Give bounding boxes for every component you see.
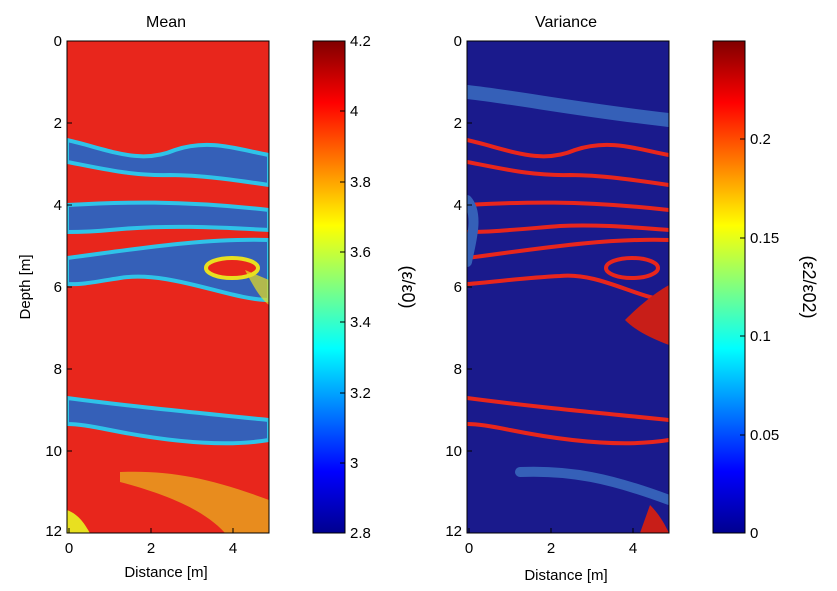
variance-background: [467, 41, 669, 533]
mean-title: Mean: [146, 14, 186, 31]
mean-low-layer-5: [120, 471, 269, 533]
variance-boundary-7: [467, 273, 669, 302]
mean-y-tick-label: 8: [54, 361, 62, 378]
mean-colorbar-tick: 4.2: [350, 33, 371, 50]
mean-y-axis-label: Depth [m]: [17, 254, 34, 319]
mean-heatmap: [67, 41, 269, 533]
mean-low-layer-4: [67, 395, 269, 446]
variance-high-zone: [625, 285, 669, 345]
mean-low-layer-3: [67, 237, 269, 303]
mean-x-tick-label: 2: [147, 540, 155, 557]
mean-y-tick-label: 6: [54, 279, 62, 296]
variance-colorbar-tick: 0.05: [750, 427, 779, 444]
variance-lens-boundary: [604, 256, 660, 280]
variance-colorbar: 0 0.05 0.1 0.15 0.2 (ε2/ε02): [712, 40, 819, 542]
mean-low-layer-6: [67, 510, 90, 533]
mean-low-layer-2: [67, 200, 269, 234]
variance-colorbar-gradient: [712, 40, 746, 534]
mean-low-layer-7: [245, 270, 269, 305]
mean-x-axis: 0 2 4 Distance [m]: [65, 528, 237, 581]
variance-colorbar-tick: 0.1: [750, 328, 771, 345]
mean-colorbar-tick: 3.8: [350, 174, 371, 191]
mean-colorbar-tick: 2.8: [350, 525, 371, 542]
mean-colorbar-gradient: [312, 40, 346, 534]
mean-y-tick-label: 0: [54, 33, 62, 50]
variance-y-tick-label: 12: [445, 523, 462, 540]
variance-boundary-3: [467, 160, 669, 187]
mean-y-axis: 0 2 4 6 8 10 12 Depth [m]: [17, 33, 72, 540]
variance-boundary-9: [467, 422, 669, 446]
variance-colorbar-tick: 0.2: [750, 131, 771, 148]
mean-panel: Mean 0 2 4 6 8 10: [17, 14, 418, 581]
mean-y-tick-label: 4: [54, 197, 62, 214]
mean-colorbar-tick: 4: [350, 103, 358, 120]
variance-colorbar-tick: 0.15: [750, 230, 779, 247]
variance-high-corner: [640, 505, 669, 533]
mean-colorbar-label: (ε/ε0): [398, 265, 418, 308]
mean-colorbar: 2.8 3 3.2 3.4 3.6 3.8 4 4.2 (ε/ε0): [312, 33, 418, 542]
variance-boundary-5: [467, 223, 669, 234]
mean-red-lens: [204, 256, 260, 280]
mean-colorbar-tick: 3.4: [350, 314, 371, 331]
variance-panel: Variance: [445, 14, 819, 584]
variance-y-tick-label: 0: [454, 33, 462, 50]
mean-y-tick-label: 10: [45, 443, 62, 460]
variance-y-axis: 0 2 4 6 8 10 12: [445, 33, 472, 540]
variance-boundary-8: [467, 396, 669, 422]
variance-colorbar-label: (ε2/ε02): [799, 255, 819, 318]
variance-y-tick-label: 2: [454, 115, 462, 132]
variance-boundary-11: [467, 195, 479, 267]
variance-x-tick-label: 2: [547, 540, 555, 557]
variance-x-tick-label: 0: [465, 540, 473, 557]
mean-x-tick-label: 4: [229, 540, 237, 557]
variance-boundary-10: [515, 466, 669, 505]
variance-boundary-6: [467, 237, 669, 260]
variance-heatmap: [467, 41, 669, 533]
variance-x-tick-label: 4: [629, 540, 637, 557]
mean-y-tick-label: 2: [54, 115, 62, 132]
variance-boundary-2: [467, 138, 669, 159]
variance-boundary-1: [467, 85, 669, 127]
mean-x-axis-label: Distance [m]: [124, 564, 207, 581]
variance-y-tick-label: 10: [445, 443, 462, 460]
variance-y-tick-label: 4: [454, 197, 462, 214]
variance-colorbar-tick: 0: [750, 525, 758, 542]
mean-x-tick-label: 0: [65, 540, 73, 557]
mean-colorbar-tick: 3.6: [350, 244, 371, 261]
variance-x-axis: 0 2 4 Distance [m]: [465, 528, 637, 584]
mean-y-tick-label: 12: [45, 523, 62, 540]
mean-colorbar-tick: 3.2: [350, 385, 371, 402]
mean-colorbar-tick: 3: [350, 455, 358, 472]
variance-x-axis-label: Distance [m]: [524, 567, 607, 584]
variance-title: Variance: [535, 14, 597, 31]
mean-low-layer-1: [67, 137, 269, 188]
variance-y-tick-label: 8: [454, 361, 462, 378]
variance-boundary-4: [467, 200, 669, 212]
variance-y-tick-label: 6: [454, 279, 462, 296]
